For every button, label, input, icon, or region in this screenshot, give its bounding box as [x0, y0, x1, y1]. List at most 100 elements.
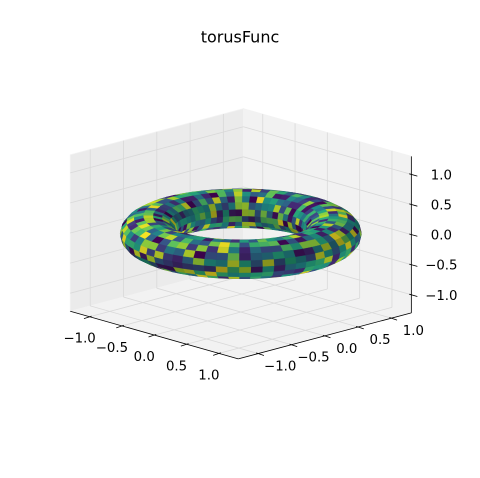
surface-cell: [241, 196, 250, 203]
axes-ticks: −1.0−0.50.00.51.0−1.0−0.50.00.51.0−1.0−0…: [63, 168, 457, 383]
surface-cell: [143, 210, 156, 214]
gridline-z-left: [70, 126, 244, 174]
gridline-z-left: [70, 156, 244, 204]
surface-cell: [248, 242, 261, 248]
surface-cell: [234, 225, 243, 228]
surface-cell: [210, 210, 218, 219]
z-tick-label: 1.0: [431, 168, 452, 183]
surface-cell: [282, 249, 296, 259]
z-tick-label: 0.5: [431, 199, 452, 214]
y-tick-label: 1.0: [403, 324, 424, 339]
z-tick-mark: [409, 233, 418, 237]
gridline-z-back: [243, 156, 412, 205]
surface-cell: [192, 257, 205, 266]
surface-cell: [235, 215, 242, 222]
surface-cell: [234, 196, 243, 203]
surface-cell: [204, 251, 218, 260]
x-tick-mark: [180, 343, 189, 347]
surface-cell: [234, 221, 243, 226]
x-tick-mark: [213, 352, 221, 356]
z-tick-label: 0.0: [431, 229, 452, 244]
surface-cell: [203, 265, 217, 273]
gridline-y-floor: [189, 278, 359, 328]
surface-cell: [254, 209, 262, 217]
surface-cell: [241, 189, 253, 193]
surface-cell: [215, 252, 229, 261]
surface-cell: [327, 211, 339, 215]
z-tick-mark: [409, 293, 418, 297]
surface-cell: [142, 212, 154, 216]
surface-cell: [241, 191, 251, 197]
z-tick-label: −0.5: [425, 259, 457, 274]
surface-cell: [262, 258, 275, 267]
surface-cell: [234, 202, 243, 210]
surface-cell: [272, 251, 285, 260]
gridline-z-back: [243, 126, 412, 175]
x-tick-mark: [83, 315, 92, 320]
surface-cell: [238, 253, 251, 261]
surface-cell: [241, 202, 250, 210]
gridline-y-floor: [90, 305, 259, 354]
surface-cell: [260, 216, 268, 224]
surface-cell: [235, 209, 242, 217]
z-tick-mark: [409, 173, 418, 177]
surface-cell: [203, 258, 217, 267]
surface-cell: [227, 253, 240, 261]
surface-cell: [182, 249, 196, 258]
surface-cell: [215, 271, 229, 277]
y-tick-label: −1.0: [264, 360, 296, 375]
surface-cell: [228, 209, 236, 217]
surface-cell: [266, 217, 274, 225]
surface-cell: [228, 242, 240, 248]
surface-cell: [266, 210, 274, 219]
surface-cell: [228, 215, 236, 223]
surface-cell: [241, 221, 250, 227]
surface-cell: [241, 209, 249, 217]
surface-cell: [238, 266, 251, 273]
surface-cell: [204, 211, 212, 219]
surface-cell: [229, 239, 240, 244]
surface-cell: [239, 242, 250, 248]
surface-cell: [227, 202, 236, 210]
surface-cell: [205, 245, 219, 254]
surface-cell: [328, 213, 339, 217]
surface-cell: [250, 259, 263, 268]
surface-cell: [260, 209, 268, 218]
x-tick-label: 0.5: [166, 359, 187, 374]
surface-cell: [216, 216, 224, 224]
surface-cell: [238, 276, 251, 279]
surface-cell: [262, 265, 275, 273]
y-tick-label: 0.0: [336, 342, 357, 357]
y-tick-mark: [289, 343, 298, 348]
surface-cell: [216, 246, 229, 254]
x-tick-label: −1.0: [63, 332, 95, 347]
surface-cell: [143, 215, 154, 219]
surface-cell: [227, 247, 240, 254]
surface-cell: [248, 196, 258, 204]
y-tick-mark: [389, 317, 398, 321]
x-tick-mark: [148, 334, 157, 338]
surface-cell: [233, 191, 243, 197]
x-tick-mark: [116, 324, 125, 329]
x-tick-label: 0.0: [134, 350, 155, 365]
surface-cell: [215, 259, 228, 267]
torus-surface: [120, 188, 362, 279]
surface-cell: [247, 215, 255, 223]
x-tick-label: −0.5: [96, 341, 128, 356]
surface-cell: [250, 266, 263, 273]
surface-cell: [226, 266, 240, 273]
surface-cell: [250, 271, 263, 277]
y-tick-mark: [322, 334, 331, 339]
gridline-y-floor: [123, 296, 292, 346]
y-tick-mark: [355, 325, 364, 330]
surface-cell: [193, 250, 207, 259]
surface-cell: [227, 259, 240, 268]
surface-cell: [247, 209, 255, 217]
surface-cell: [232, 189, 243, 193]
surface-cell: [215, 266, 228, 273]
surface-cell: [238, 272, 251, 277]
y-tick-label: 0.5: [370, 333, 391, 348]
surface-cell: [239, 239, 250, 244]
surface-cell: [273, 257, 286, 266]
z-tick-mark: [409, 263, 418, 267]
